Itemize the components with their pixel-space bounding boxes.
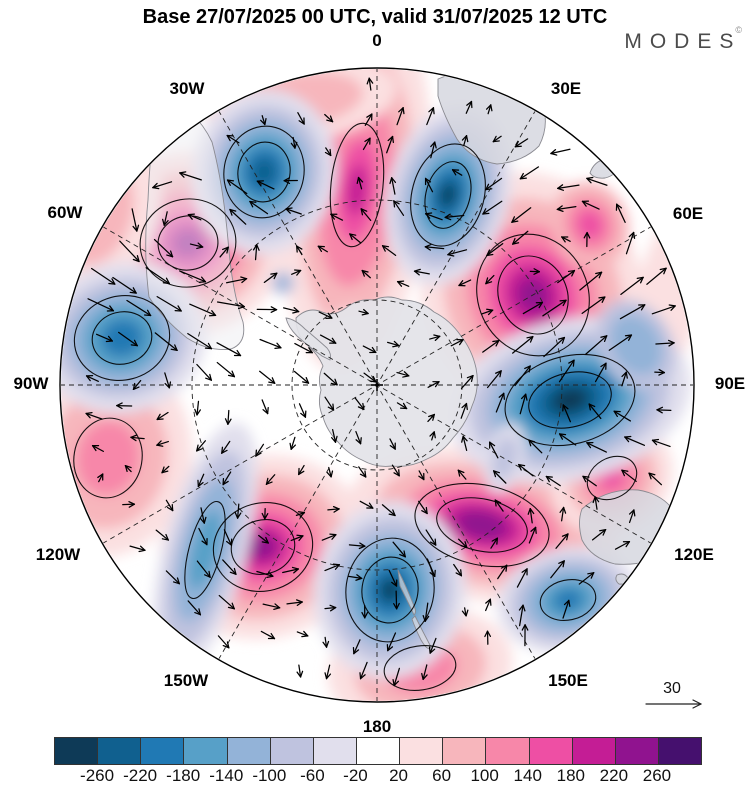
colorbar-cell: [184, 738, 227, 764]
colorbar-label: 100: [470, 766, 498, 786]
colorbar-cell: [616, 738, 659, 764]
colorbar-label: -180: [166, 766, 200, 786]
colorbar-label: 140: [514, 766, 542, 786]
lon-label-90w: 90W: [14, 374, 49, 394]
lon-label-90e: 90E: [715, 374, 745, 394]
colorbar-label: -20: [343, 766, 368, 786]
colorbar-cell: [573, 738, 616, 764]
colorbar-cell: [271, 738, 314, 764]
lon-label-120e: 120E: [674, 545, 714, 565]
colorbar-label: -260: [80, 766, 114, 786]
lon-label-60w: 60W: [48, 203, 83, 223]
colorbar-label: 60: [432, 766, 451, 786]
colorbar-cell: [55, 738, 98, 764]
colorbar-cell: [228, 738, 271, 764]
colorbar-label: -60: [300, 766, 325, 786]
lon-label-150e: 150E: [548, 671, 588, 691]
colorbar-cell: [357, 738, 400, 764]
colorbar-cell: [443, 738, 486, 764]
lon-label-30w: 30W: [170, 79, 205, 99]
colorbar-cell: [530, 738, 573, 764]
colorbar-label: -140: [209, 766, 243, 786]
colorbar-cell: [141, 738, 184, 764]
lon-label-0: 0: [372, 31, 381, 51]
colorbar-label: 220: [600, 766, 628, 786]
colorbar-cell: [659, 738, 701, 764]
colorbar-label: -100: [252, 766, 286, 786]
lon-label-30e: 30E: [551, 79, 581, 99]
lon-label-150w: 150W: [164, 671, 208, 691]
colorbar-label: 20: [389, 766, 408, 786]
vector-scale-label: 30: [663, 680, 681, 698]
land-tasmania: [616, 574, 628, 584]
vector-reference-arrow: [646, 700, 701, 708]
colorbar-label: 180: [557, 766, 585, 786]
lon-label-180: 180: [363, 717, 391, 737]
colorbar-label: 260: [643, 766, 671, 786]
colorbar-cell: [314, 738, 357, 764]
polar-map-canvas: [0, 0, 750, 730]
colorbar: [54, 737, 702, 765]
colorbar-cell: [400, 738, 443, 764]
lon-label-120w: 120W: [36, 545, 80, 565]
colorbar-cell: [486, 738, 529, 764]
colorbar-label: -220: [123, 766, 157, 786]
lon-label-60e: 60E: [673, 204, 703, 224]
colorbar-cell: [98, 738, 141, 764]
